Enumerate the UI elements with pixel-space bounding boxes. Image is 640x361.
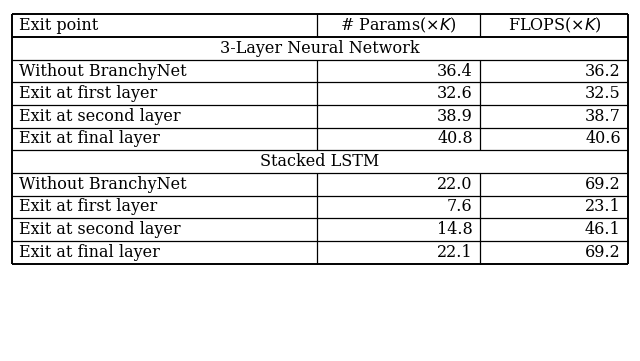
Text: 36.2: 36.2: [585, 62, 621, 79]
Text: 38.9: 38.9: [437, 108, 473, 125]
Text: 69.2: 69.2: [585, 176, 621, 193]
Text: 40.8: 40.8: [437, 130, 473, 148]
Text: 69.2: 69.2: [585, 244, 621, 261]
Text: 46.1: 46.1: [585, 221, 621, 238]
Text: Exit point: Exit point: [19, 17, 99, 34]
Text: Exit at final layer: Exit at final layer: [19, 130, 160, 148]
Text: Stacked LSTM: Stacked LSTM: [260, 153, 380, 170]
Text: 23.1: 23.1: [585, 199, 621, 216]
Text: 22.0: 22.0: [437, 176, 473, 193]
Text: 38.7: 38.7: [585, 108, 621, 125]
Text: Exit at second layer: Exit at second layer: [19, 108, 181, 125]
Text: 7.6: 7.6: [447, 199, 473, 216]
Text: 32.6: 32.6: [437, 85, 473, 102]
Text: Exit at final layer: Exit at final layer: [19, 244, 160, 261]
Text: Exit at second layer: Exit at second layer: [19, 221, 181, 238]
Text: 40.6: 40.6: [585, 130, 621, 148]
Text: 14.8: 14.8: [437, 221, 473, 238]
Text: # Params($\times\mathit{K}$): # Params($\times\mathit{K}$): [340, 16, 457, 35]
Text: 3-Layer Neural Network: 3-Layer Neural Network: [220, 40, 420, 57]
Text: Exit at first layer: Exit at first layer: [19, 199, 157, 216]
Text: 22.1: 22.1: [437, 244, 473, 261]
Text: 32.5: 32.5: [585, 85, 621, 102]
Text: Without BranchyNet: Without BranchyNet: [19, 176, 187, 193]
Text: 36.4: 36.4: [437, 62, 473, 79]
Text: Without BranchyNet: Without BranchyNet: [19, 62, 187, 79]
Text: FLOPS($\times\mathit{K}$): FLOPS($\times\mathit{K}$): [508, 16, 602, 35]
Text: Exit at first layer: Exit at first layer: [19, 85, 157, 102]
